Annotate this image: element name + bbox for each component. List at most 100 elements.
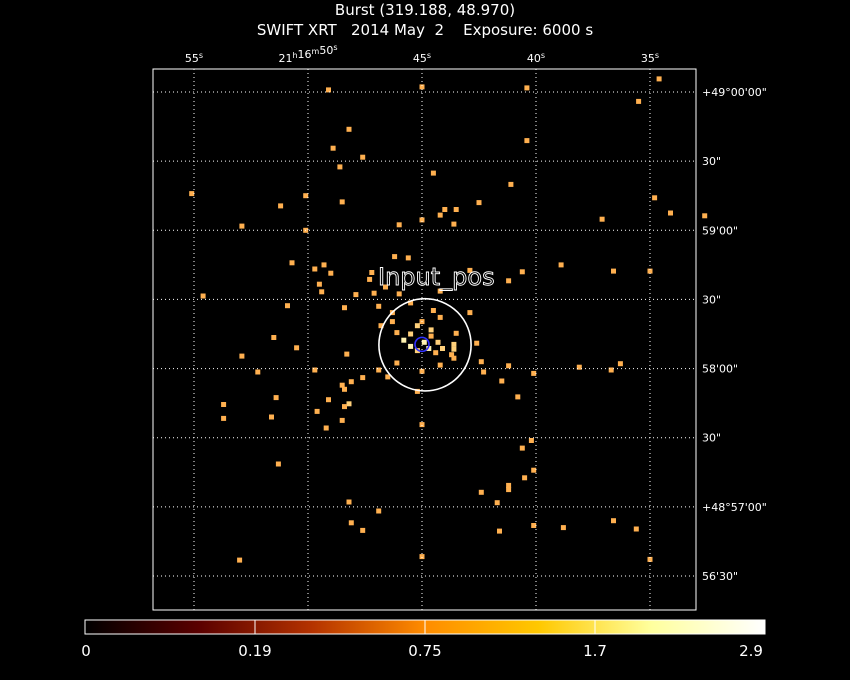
count-pixel — [376, 508, 382, 514]
count-pixel — [319, 289, 325, 295]
count-pixel — [289, 260, 295, 266]
count-pixel — [342, 305, 347, 311]
count-pixel — [419, 368, 425, 374]
count-pixel — [255, 369, 261, 375]
count-pixel — [383, 284, 388, 290]
count-pixel — [408, 300, 414, 306]
count-pixel — [339, 382, 345, 388]
count-pixel — [440, 346, 445, 351]
count-pixel — [326, 397, 331, 403]
plot-area — [153, 69, 696, 610]
count-pixel — [376, 303, 382, 309]
count-pixel — [560, 525, 566, 531]
count-pixel — [497, 528, 502, 534]
count-pixel — [328, 270, 334, 276]
dec-tick-label: +48°57'00" — [702, 501, 767, 514]
count-pixel — [519, 269, 525, 275]
count-pixel — [474, 340, 480, 346]
count-pixel — [519, 445, 525, 451]
count-pixel — [342, 386, 347, 392]
count-pixel — [353, 292, 359, 298]
count-pixel — [528, 438, 534, 443]
count-pixel — [269, 414, 274, 420]
count-pixel — [478, 489, 484, 495]
count-pixel — [478, 359, 484, 365]
count-pixel — [392, 254, 398, 260]
count-pixel — [200, 293, 206, 299]
count-pixel — [303, 193, 309, 199]
count-pixel — [652, 195, 658, 201]
count-pixel — [189, 191, 195, 197]
ra-tick-label: 45s — [413, 51, 431, 65]
count-pixel — [647, 556, 653, 562]
ra-tick-label: 55s — [185, 51, 203, 65]
count-pixel — [396, 222, 402, 228]
count-pixel — [419, 84, 425, 90]
count-pixel — [428, 333, 434, 339]
dec-tick-labels: +49°00'00" 30" 59'00" 30" 58'00" 30" +48°57'00… — [702, 86, 767, 583]
count-pixel — [449, 352, 455, 358]
chart-title: Burst (319.188, 48.970) — [334, 1, 516, 19]
count-pixel — [453, 207, 459, 212]
count-pixel — [389, 319, 395, 325]
dec-tick-label: 56'30" — [702, 570, 738, 583]
count-pixel — [508, 181, 514, 187]
region-circle — [378, 297, 472, 392]
count-pixel — [702, 213, 708, 219]
count-pixel — [371, 290, 377, 296]
count-pixel — [405, 255, 411, 261]
count-pixel — [437, 314, 443, 320]
count-pixel — [506, 487, 512, 493]
dec-tick-label: +49°00'00" — [702, 86, 767, 99]
region-overlay: Input_pos — [378, 262, 495, 392]
title-block: Burst (319.188, 48.970) SWIFT XRT 2014 M… — [0, 0, 850, 40]
count-pixel — [522, 475, 528, 481]
count-pixel — [451, 221, 457, 227]
count-pixel — [437, 212, 443, 218]
count-pixel — [346, 126, 352, 132]
count-pixel — [656, 76, 662, 82]
coordinate-grid — [153, 69, 696, 610]
ra-tick-label: 21h16m50s — [278, 43, 337, 65]
count-pixel — [524, 85, 530, 91]
count-pixel — [312, 266, 318, 272]
count-pixel — [316, 281, 322, 287]
count-pixel — [453, 330, 459, 336]
count-pixel — [273, 395, 279, 401]
count-pixel — [339, 417, 345, 423]
count-pixel — [339, 199, 345, 205]
ra-tick-label: 40s — [527, 51, 545, 65]
count-pixel — [401, 337, 407, 343]
count-pixel — [576, 364, 582, 370]
count-pixel — [647, 268, 653, 274]
count-pixel — [531, 467, 537, 473]
count-pixel — [617, 361, 623, 367]
count-pixel — [271, 335, 277, 340]
count-pixel — [467, 310, 473, 316]
count-pixel — [419, 217, 425, 223]
count-pixel — [442, 207, 448, 212]
count-pixel — [428, 327, 434, 333]
count-pixel — [346, 401, 352, 407]
count-pixel — [608, 367, 614, 373]
count-pixel — [506, 482, 512, 488]
count-pixel — [378, 323, 384, 329]
region-label: Input_pos — [378, 263, 495, 291]
count-pixel — [337, 164, 343, 170]
count-pixel — [636, 98, 642, 104]
dec-tick-label: 30" — [702, 293, 721, 306]
colorbar: 0 0.19 0.75 1.7 2.9 — [81, 619, 766, 660]
count-pixel — [344, 351, 350, 357]
count-pixel — [494, 500, 500, 506]
ra-tick-label: 35s — [641, 51, 659, 65]
count-pixel — [221, 415, 227, 421]
count-pixel — [285, 303, 290, 309]
count-pixel — [506, 363, 512, 369]
count-pixel — [408, 343, 414, 349]
count-pixel — [499, 378, 505, 384]
count-pixel — [237, 557, 243, 563]
count-pixel — [385, 374, 391, 380]
colorbar-label: 1.7 — [583, 642, 607, 660]
count-pixel — [239, 223, 245, 229]
count-pixel — [394, 360, 400, 366]
